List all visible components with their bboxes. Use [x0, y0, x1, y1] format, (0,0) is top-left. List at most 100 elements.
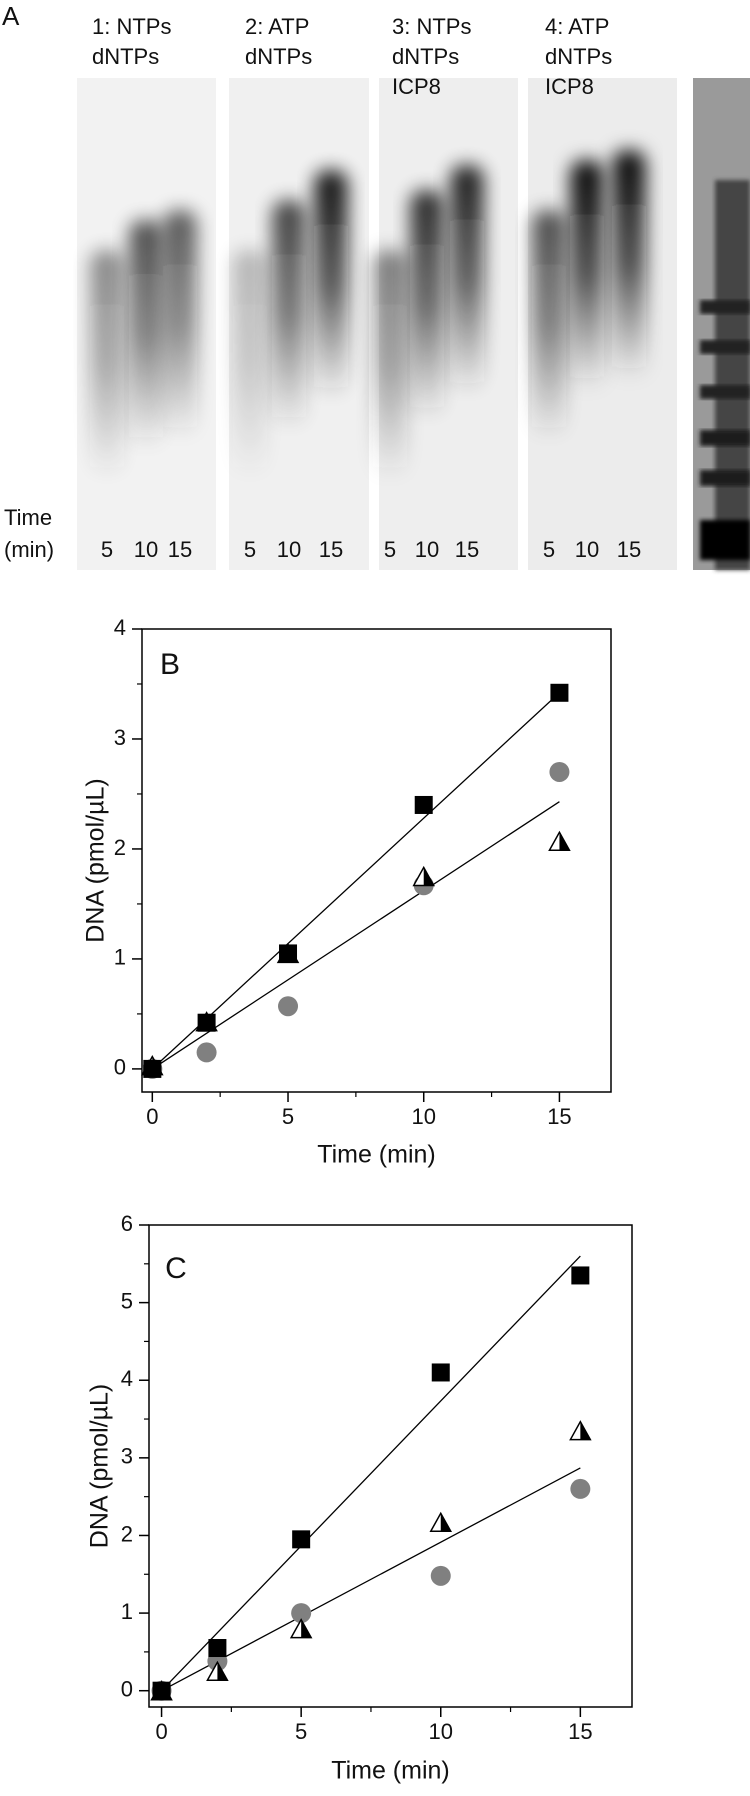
point-square	[292, 1530, 311, 1549]
y-axis-label: DNA (pmol/µL)	[86, 1384, 114, 1548]
lane-label: 1: NTPs	[92, 14, 171, 39]
y-tick-label: 3	[114, 725, 126, 750]
point-square	[550, 683, 569, 702]
point-square	[571, 1266, 590, 1285]
time-label: 10	[415, 537, 439, 562]
y-tick-label: 4	[114, 615, 126, 640]
time-label: 15	[455, 537, 479, 562]
triangle-fill	[440, 1513, 451, 1532]
triangle-fill	[559, 832, 570, 851]
gel-smear	[570, 160, 604, 390]
y-tick-label: 2	[114, 835, 126, 860]
time-label: 15	[617, 537, 641, 562]
marker-lane	[693, 78, 750, 570]
fit-line	[161, 1255, 581, 1692]
fit-line	[161, 1467, 581, 1692]
point-half-triangle	[289, 1618, 313, 1639]
x-tick-label: 10	[429, 1719, 453, 1744]
point-circle	[278, 996, 299, 1017]
point-half-triangle	[548, 830, 571, 852]
point-circle	[196, 1042, 217, 1063]
gel-smear	[532, 210, 566, 440]
y-tick-label: 0	[121, 1677, 133, 1702]
lane-label: dNTPs	[245, 44, 312, 69]
point-square	[152, 1681, 171, 1700]
y-tick-label: 0	[114, 1055, 126, 1080]
gel-smear	[314, 170, 348, 400]
point-square	[414, 795, 433, 814]
y-tick-label: 4	[121, 1366, 133, 1391]
gel-smear	[410, 190, 444, 420]
lane-label: 3: NTPs	[392, 14, 471, 39]
lane-label: 2: ATP	[245, 14, 309, 39]
point-square	[143, 1059, 162, 1078]
time-label: 15	[168, 537, 192, 562]
x-tick-label: 15	[547, 1104, 571, 1129]
triangle-fill	[580, 1421, 591, 1440]
time-label: 15	[319, 537, 343, 562]
point-square	[208, 1639, 227, 1658]
y-tick-label: 3	[121, 1444, 133, 1469]
x-tick-label: 5	[282, 1104, 294, 1129]
point-half-triangle	[206, 1660, 229, 1682]
point-circle	[430, 1565, 451, 1586]
y-tick-label: 2	[121, 1521, 133, 1546]
time-label: 10	[277, 537, 301, 562]
x-tick-label: 15	[568, 1719, 592, 1744]
y-tick-label: 5	[121, 1288, 133, 1313]
point-half-triangle	[412, 865, 436, 887]
time-label: 10	[134, 537, 158, 562]
gel-smear	[163, 210, 197, 440]
y-tick-label: 1	[121, 1599, 133, 1624]
gel-smear	[450, 165, 484, 395]
x-axis-label: Time (min)	[331, 1757, 450, 1785]
point-circle	[291, 1603, 312, 1624]
fit-line	[151, 692, 560, 1070]
lane-label: ICP8	[392, 74, 441, 99]
point-square	[431, 1363, 450, 1382]
gel-smear	[90, 250, 124, 480]
point-half-triangle	[569, 1420, 592, 1441]
gel-smear	[272, 200, 306, 430]
panel-label: A	[2, 1, 20, 31]
lane-label: dNTPs	[92, 44, 159, 69]
gel-smear	[129, 220, 163, 450]
time-axis-label: (min)	[4, 537, 54, 562]
x-tick-label: 0	[146, 1104, 158, 1129]
x-tick-label: 0	[155, 1719, 167, 1744]
x-tick-label: 5	[295, 1719, 307, 1744]
time-label: 5	[101, 537, 113, 562]
y-axis-label: DNA (pmol/µL)	[82, 778, 110, 942]
lane-label: 4: ATP	[545, 14, 609, 39]
gel-smear	[233, 250, 267, 480]
triangle-fill	[423, 867, 434, 886]
point-square	[279, 944, 298, 963]
x-tick-label: 10	[411, 1104, 435, 1129]
fit-line	[151, 801, 560, 1070]
point-half-triangle	[429, 1511, 453, 1533]
gel-smear	[612, 150, 646, 380]
time-label: 5	[244, 537, 256, 562]
gel-smear	[373, 250, 407, 480]
lane-label: dNTPs	[392, 44, 459, 69]
point-circle	[570, 1478, 591, 1499]
y-tick-label: 6	[121, 1211, 133, 1236]
point-circle	[549, 761, 570, 782]
triangle-fill	[301, 1619, 312, 1638]
point-square	[197, 1013, 216, 1032]
plot-frame	[148, 1224, 633, 1708]
panel-label: C	[165, 1252, 187, 1285]
lane-label: dNTPs	[545, 44, 612, 69]
time-axis-label: Time	[4, 505, 52, 530]
gel-panel	[77, 78, 750, 570]
x-axis-label: Time (min)	[317, 1141, 436, 1169]
y-tick-label: 1	[114, 945, 126, 970]
lane-label: ICP8	[545, 74, 594, 99]
panel-label: B	[160, 648, 180, 681]
time-label: 10	[575, 537, 599, 562]
time-label: 5	[384, 537, 396, 562]
time-label: 5	[543, 537, 555, 562]
plot-frame	[141, 628, 612, 1093]
